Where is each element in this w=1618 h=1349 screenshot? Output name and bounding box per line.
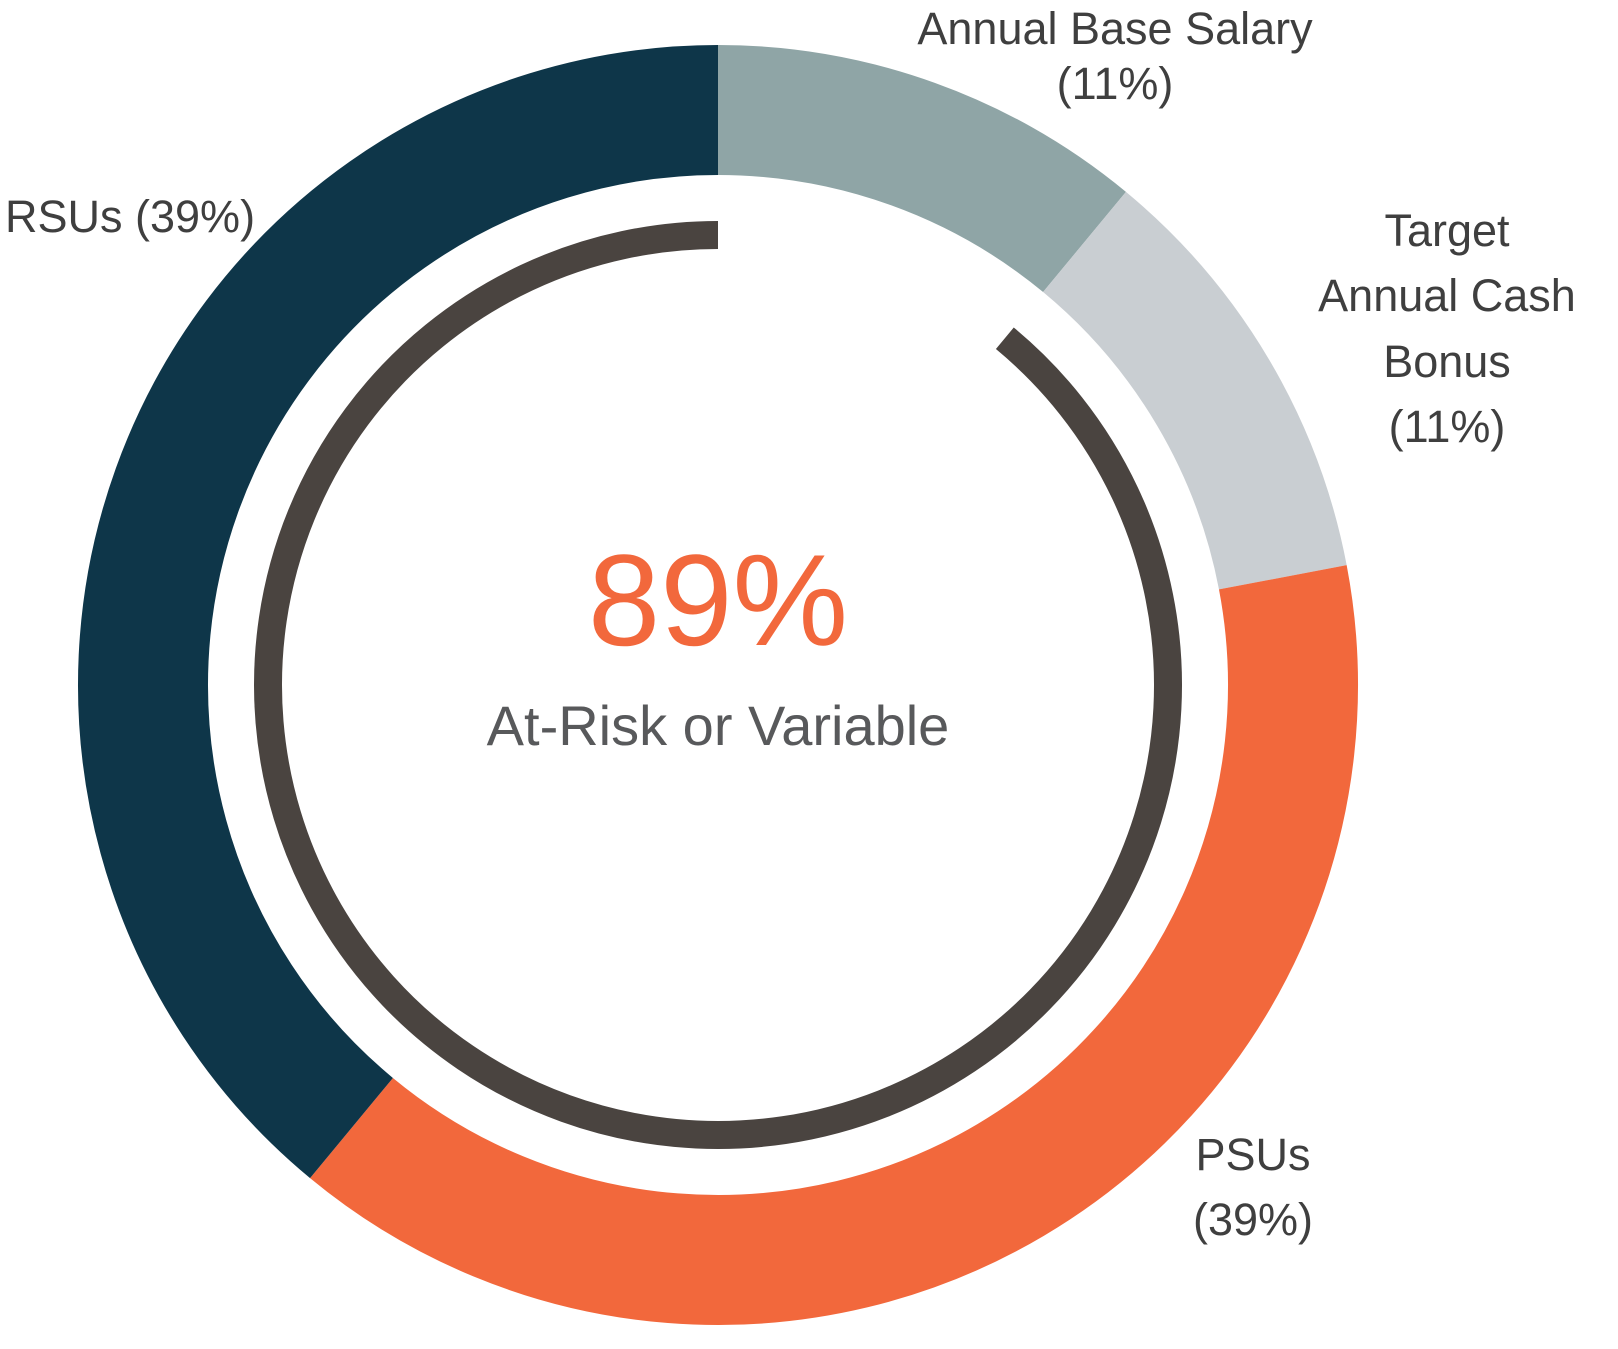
- label-line: Annual Base Salary: [917, 3, 1313, 54]
- label-line: (39%): [1192, 1194, 1314, 1246]
- label-line: Bonus: [1383, 335, 1511, 387]
- label-rsus: RSUs (39%): [5, 184, 305, 249]
- donut-segment-psus: [310, 565, 1358, 1326]
- label-line: PSUs: [1195, 1129, 1311, 1180]
- label-line: (11%): [1388, 400, 1506, 452]
- label-annual-base-salary: Annual Base Salary (11%): [870, 2, 1360, 112]
- donut-segment-target-annual-cash-bonus: [1042, 191, 1347, 591]
- label-psus: PSUs (39%): [1128, 1122, 1378, 1253]
- label-line: RSUs (39%): [5, 191, 256, 242]
- center-value: 89%: [587, 527, 849, 673]
- at-risk-inner-arc: [254, 221, 1182, 1149]
- center-caption: At-Risk or Variable: [486, 694, 950, 757]
- label-line: (11%): [1056, 57, 1174, 109]
- label-target-annual-cash-bonus: Target Annual Cash Bonus (11%): [1287, 198, 1607, 459]
- donut-segment-rsus: [78, 45, 719, 1179]
- label-line: Annual Cash: [1318, 270, 1576, 322]
- donut-segment-annual-base-salary: [717, 45, 1126, 293]
- label-line: Target: [1384, 205, 1510, 256]
